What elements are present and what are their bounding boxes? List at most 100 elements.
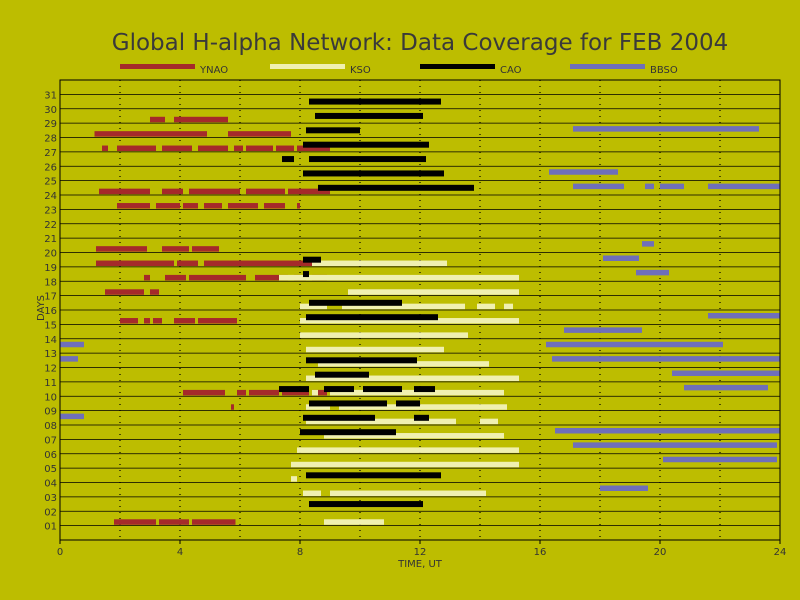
coverage-bar-ynao (156, 203, 180, 209)
coverage-bar-kso (339, 404, 507, 410)
coverage-bar-kso (279, 274, 519, 281)
coverage-bar-kso (291, 476, 297, 482)
coverage-bar-ynao (117, 203, 150, 209)
coverage-bar-bbso (573, 183, 624, 190)
coverage-bar-ynao (264, 203, 285, 209)
coverage-bar-ynao (189, 274, 246, 281)
legend-label-kso: KSO (350, 65, 371, 76)
coverage-bar-cao (309, 299, 402, 306)
y-tick-label: 08 (44, 421, 57, 432)
y-tick-label: 02 (44, 507, 57, 518)
coverage-bar-kso (297, 447, 519, 453)
coverage-bar-kso (342, 303, 465, 310)
coverage-bar-ynao (165, 274, 186, 281)
coverage-bar-cao (303, 170, 444, 177)
coverage-bar-ynao (99, 188, 150, 195)
grid (60, 80, 780, 540)
coverage-bar-bbso (573, 126, 759, 132)
x-tick-label: 0 (57, 547, 63, 558)
coverage-bar-ynao (183, 389, 225, 396)
coverage-bar-cao (303, 141, 429, 148)
coverage-bar-ynao (114, 519, 156, 525)
coverage-bar-ynao (231, 404, 234, 410)
coverage-bar-ynao (198, 318, 237, 324)
coverage-bar-ynao (288, 188, 330, 195)
coverage-bar-ynao (189, 188, 240, 195)
y-tick-label: 24 (44, 191, 57, 202)
y-tick-label: 03 (44, 493, 57, 504)
coverage-bar-cao (300, 429, 396, 436)
coverage-bar-bbso (555, 428, 780, 434)
coverage-bar-bbso (552, 356, 780, 362)
coverage-bar-kso (324, 433, 504, 439)
y-tick-label: 28 (44, 134, 57, 145)
coverage-bar-kso (300, 318, 519, 324)
legend-label-bbso: BBSO (650, 65, 678, 76)
coverage-bar-kso (348, 289, 519, 295)
y-tick-label: 23 (44, 205, 57, 216)
coverage-bar-ynao (120, 318, 138, 324)
coverage-bar-kso (312, 260, 447, 267)
y-axis-label: DAYS (36, 295, 47, 321)
y-tick-label: 20 (44, 249, 57, 260)
coverage-bar-bbso (603, 255, 639, 261)
y-tick-label: 19 (44, 263, 57, 274)
legend-swatch-cao (420, 64, 495, 69)
y-tick-label: 22 (44, 220, 57, 231)
coverage-bars (60, 98, 780, 525)
coverage-bar-ynao (162, 246, 189, 252)
y-tick-label: 26 (44, 162, 57, 173)
coverage-bar-ynao (312, 389, 327, 396)
coverage-bar-bbso (636, 269, 669, 276)
coverage-bar-cao (282, 156, 294, 163)
coverage-bar-bbso (660, 183, 684, 190)
coverage-bar-ynao (204, 203, 222, 209)
y-tick-label: 29 (44, 119, 57, 130)
y-tick-label: 04 (44, 479, 57, 490)
y-axis-ticks: 01 02 03 04 05 06 07 08 09 10 11 12 13 14 15 16 17 18 19 20… (44, 90, 57, 532)
x-axis-ticks: 0 4 8 12 16 20 24 (57, 540, 786, 558)
coverage-bar-ynao (228, 131, 291, 137)
coverage-bar-cao (363, 386, 402, 393)
x-tick-label: 20 (654, 547, 667, 558)
legend-label-ynao: YNAO (199, 65, 228, 76)
x-tick-label: 12 (414, 547, 427, 558)
coverage-bar-ynao (183, 203, 198, 209)
coverage-bar-cao (318, 184, 474, 191)
coverage-bar-kso (291, 461, 519, 468)
coverage-bar-ynao (144, 274, 150, 281)
legend-swatch-bbso (570, 64, 645, 69)
y-tick-label: 09 (44, 407, 57, 418)
legend: YNAO KSO CAO BBSO (120, 64, 678, 76)
y-tick-label: 15 (44, 320, 57, 331)
coverage-bar-ynao (255, 274, 288, 281)
coverage-bar-cao (309, 501, 423, 508)
legend-swatch-kso (270, 64, 345, 69)
coverage-bar-ynao (150, 116, 165, 123)
y-tick-label: 06 (44, 450, 57, 461)
coverage-bar-cao (309, 400, 387, 407)
coverage-bar-cao (306, 357, 417, 364)
series-cao (279, 98, 474, 508)
coverage-bar-cao (324, 386, 354, 393)
coverage-bar-bbso (600, 485, 648, 491)
coverage-bar-kso (306, 404, 330, 410)
legend-swatch-ynao (120, 64, 195, 69)
series-bbso (60, 126, 780, 491)
coverage-bar-bbso (708, 183, 780, 190)
coverage-bar-bbso (672, 370, 780, 376)
coverage-bar-bbso (645, 183, 654, 190)
coverage-bar-ynao (162, 145, 192, 152)
x-axis-label: TIME, UT (397, 559, 443, 570)
coverage-bar-kso (330, 490, 486, 497)
coverage-bar-kso (306, 346, 444, 353)
coverage-bar-bbso (642, 241, 654, 247)
coverage-bar-cao (306, 472, 441, 479)
coverage-bar-bbso (549, 169, 618, 175)
coverage-bar-bbso (708, 313, 780, 319)
coverage-bar-ynao (276, 145, 294, 152)
coverage-bar-bbso (60, 356, 78, 362)
coverage-bar-ynao (234, 145, 243, 152)
coverage-bar-cao (303, 414, 375, 421)
x-tick-label: 4 (177, 547, 183, 558)
